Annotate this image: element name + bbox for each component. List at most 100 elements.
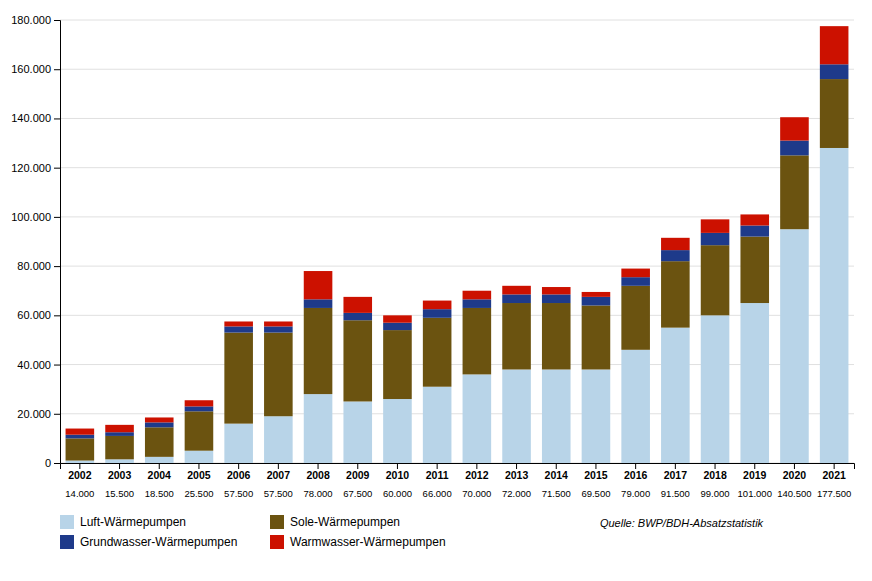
bar (66, 429, 95, 435)
bar (145, 427, 174, 457)
bar (105, 459, 134, 463)
tick: 2019 (743, 463, 767, 481)
tick-label: 100.000 (11, 211, 51, 223)
grid-line (60, 413, 854, 414)
bar (820, 64, 849, 79)
tick-mark (54, 266, 60, 267)
tick: 2011 (426, 463, 449, 481)
bar (542, 287, 571, 294)
tick-mark (119, 463, 120, 469)
legend-label: Luft-Wärmepumpen (80, 515, 186, 529)
total-label: 72.000 (502, 488, 531, 499)
bar (224, 321, 253, 326)
tick-label: 2011 (426, 469, 449, 481)
tick-label: 2009 (346, 469, 370, 481)
tick-mark (238, 463, 239, 469)
bar (304, 308, 333, 394)
tick: 2013 (505, 463, 529, 481)
bar (423, 309, 452, 318)
bar (740, 226, 769, 237)
bar (582, 305, 611, 369)
bar (701, 233, 730, 245)
bar (264, 321, 293, 326)
bar (820, 148, 849, 463)
tick-mark (675, 463, 676, 469)
bar (383, 399, 412, 463)
grid-line (60, 167, 854, 168)
legend: Luft-Wärmepumpen Sole-Wärmepumpen Grundwas… (60, 515, 446, 549)
bar (304, 299, 333, 308)
tick-mark (595, 463, 596, 469)
source-note: Quelle: BWP/BDH-Absatzstatistik (600, 517, 764, 529)
bar (463, 299, 492, 308)
tick-label: 2002 (68, 469, 92, 481)
tick-mark (54, 217, 60, 218)
legend-swatch (60, 515, 74, 529)
bar (542, 294, 571, 303)
tick-label: 2008 (306, 469, 330, 481)
bar (820, 26, 849, 64)
tick-mark (54, 20, 60, 21)
grid-line (60, 216, 854, 217)
bar (701, 219, 730, 233)
bar (264, 333, 293, 417)
tick-mark (754, 463, 755, 469)
tick: 2016 (624, 463, 648, 481)
tick-label: 80.000 (17, 260, 51, 272)
tick-mark (54, 365, 60, 366)
plot: 020.00040.00060.00080.000100.000120.0001… (11, 14, 854, 549)
legend-label: Warmwasser-Wärmepumpen (290, 535, 446, 549)
tick: 2017 (664, 463, 688, 481)
tick: 2006 (227, 463, 251, 481)
x-axis: 2002200320042005200620072008200920102011… (61, 463, 855, 481)
tick-label: 40.000 (17, 359, 51, 371)
tick-mark (556, 463, 557, 469)
tick-label: 2016 (624, 469, 648, 481)
total-label: 91.500 (661, 488, 690, 499)
tick: 2009 (346, 463, 370, 481)
series (66, 64, 849, 438)
grid-line (60, 118, 854, 119)
bar (66, 438, 95, 460)
tick-label: 2019 (743, 469, 767, 481)
legend-label: Sole-Wärmepumpen (290, 515, 400, 529)
bar (661, 328, 690, 463)
tick: 20.000 (17, 408, 60, 420)
tick-label: 2014 (545, 469, 569, 481)
axis-line (61, 464, 855, 470)
bar (780, 155, 809, 229)
bar (185, 406, 214, 411)
bar (185, 400, 214, 406)
total-label: 140.500 (777, 488, 811, 499)
total-label: 18.500 (145, 488, 174, 499)
tick-label: 0 (45, 457, 51, 469)
bar (502, 303, 531, 369)
tick: 2020 (783, 463, 807, 481)
bar (582, 292, 611, 297)
series (66, 26, 849, 435)
total-label: 25.500 (184, 488, 213, 499)
tick: 120.000 (11, 162, 60, 174)
tick: 160.000 (11, 63, 60, 75)
bar (423, 387, 452, 463)
bar (740, 214, 769, 225)
legend-label: Grundwasser-Wärmepumpen (80, 535, 237, 549)
bar (463, 291, 492, 300)
bar (145, 417, 174, 422)
series (66, 79, 849, 460)
tick-label: 2021 (822, 469, 846, 481)
tick: 2021 (822, 463, 846, 481)
tick-label: 20.000 (17, 408, 51, 420)
total-label: 79.000 (621, 488, 650, 499)
total-label: 70.000 (462, 488, 491, 499)
tick-label: 2006 (227, 469, 251, 481)
tick-mark (635, 463, 636, 469)
bar (661, 238, 690, 250)
bar (820, 79, 849, 148)
bar (224, 326, 253, 332)
bar (423, 318, 452, 387)
tick-mark (54, 118, 60, 119)
tick-mark (715, 463, 716, 469)
tick-label: 120.000 (11, 162, 51, 174)
bar (621, 286, 650, 350)
